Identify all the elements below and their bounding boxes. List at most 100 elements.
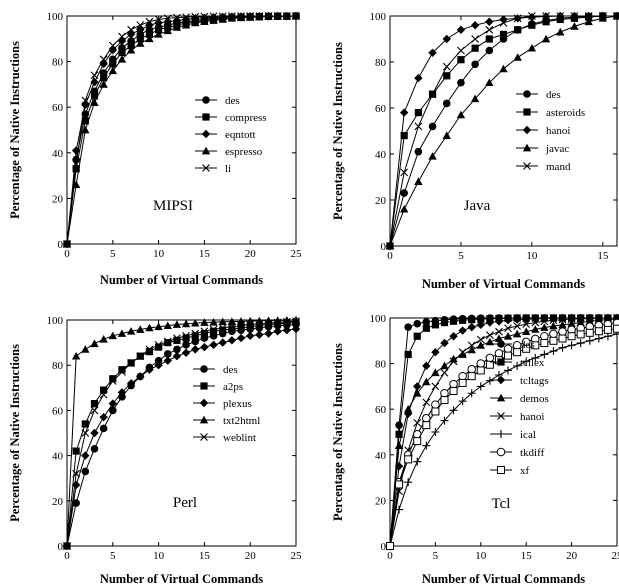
data-point <box>443 72 451 80</box>
data-point <box>468 315 476 324</box>
data-point <box>458 326 467 335</box>
x-tick-label: 0 <box>64 550 70 562</box>
x-axis-label: Number of Virtual Commands <box>100 273 263 287</box>
data-point <box>209 318 218 326</box>
x-tick-label: 5 <box>433 550 439 562</box>
data-point <box>109 406 117 415</box>
panel-title: Java <box>464 198 491 214</box>
x-tick-label: 15 <box>199 248 211 260</box>
data-point <box>264 316 273 325</box>
y-tick-label: 60 <box>375 103 387 115</box>
series-xf <box>386 324 619 550</box>
data-point <box>413 457 422 466</box>
legend-marker <box>202 96 210 104</box>
data-point <box>431 368 440 377</box>
legend-entry-compress: compress <box>195 112 267 124</box>
data-point <box>431 400 440 409</box>
data-point <box>191 345 200 354</box>
data-point <box>118 32 126 41</box>
data-point <box>467 341 476 350</box>
data-point <box>200 342 209 352</box>
series-asteroids <box>386 12 619 250</box>
data-point <box>282 325 292 335</box>
data-point <box>456 25 466 34</box>
data-point <box>99 59 108 69</box>
legend-entry-mand: mand <box>516 161 571 173</box>
data-point <box>504 324 512 333</box>
legend-entry-des: des <box>193 364 238 376</box>
y-tick-label: 20 <box>375 495 387 507</box>
legend-marker <box>200 433 208 441</box>
data-point <box>237 321 245 330</box>
series-line <box>389 15 618 247</box>
y-tick-label: 20 <box>52 193 64 205</box>
data-point <box>476 320 485 330</box>
data-point <box>485 331 494 339</box>
data-point <box>145 348 154 356</box>
data-point <box>428 90 437 99</box>
legend-marker <box>200 382 208 390</box>
data-point <box>485 337 495 346</box>
data-point <box>540 331 549 341</box>
data-point <box>456 110 466 119</box>
data-point <box>81 96 90 105</box>
panel-title: Tcl <box>492 496 511 512</box>
data-point <box>155 26 163 34</box>
series-tcllex <box>386 314 619 550</box>
data-point <box>218 338 227 347</box>
data-point <box>476 335 485 344</box>
x-tick-label: 5 <box>110 550 116 562</box>
legend-label: weblint <box>223 432 256 444</box>
data-point <box>603 325 612 334</box>
data-point <box>81 429 90 437</box>
data-point <box>218 15 227 23</box>
data-point <box>90 400 99 408</box>
data-point <box>218 317 227 326</box>
data-point <box>457 78 465 87</box>
data-point <box>494 349 504 358</box>
data-point <box>264 12 273 20</box>
data-point <box>191 318 200 327</box>
data-point <box>449 406 458 415</box>
data-point <box>558 313 567 323</box>
data-point <box>413 319 422 328</box>
data-point <box>576 318 585 326</box>
x-tick-label: 0 <box>387 250 393 262</box>
data-point <box>191 12 200 21</box>
data-point <box>413 332 421 340</box>
x-axis-label: Number of Virtual Commands <box>422 572 585 586</box>
data-point <box>164 339 172 347</box>
data-point <box>428 152 437 160</box>
data-point <box>81 420 89 428</box>
x-tick-label: 15 <box>597 250 609 262</box>
data-point <box>400 168 409 177</box>
data-point <box>467 365 477 374</box>
legend-entry-tkdiff: tkdiff <box>490 447 545 459</box>
data-point <box>414 109 422 117</box>
data-point <box>549 347 558 356</box>
legend-marker <box>523 90 531 98</box>
data-point <box>200 318 209 326</box>
data-point <box>173 336 181 344</box>
data-point <box>108 331 117 340</box>
data-point <box>145 30 154 38</box>
data-point <box>449 317 458 325</box>
data-point <box>108 41 117 50</box>
data-point <box>227 322 236 331</box>
data-point <box>494 371 503 379</box>
data-point <box>527 12 536 20</box>
data-point <box>219 326 227 334</box>
legend-label: li <box>225 163 231 175</box>
data-point <box>522 314 531 324</box>
data-point <box>191 329 200 338</box>
data-point <box>522 344 531 353</box>
data-point <box>145 323 154 332</box>
data-point <box>431 382 440 391</box>
data-point <box>485 360 494 369</box>
x-tick-label: 0 <box>64 248 70 260</box>
legend-entry-li: li <box>195 163 231 175</box>
legend-marker <box>497 358 505 366</box>
data-point <box>399 108 409 117</box>
data-point <box>542 18 550 26</box>
data-point <box>598 12 607 20</box>
